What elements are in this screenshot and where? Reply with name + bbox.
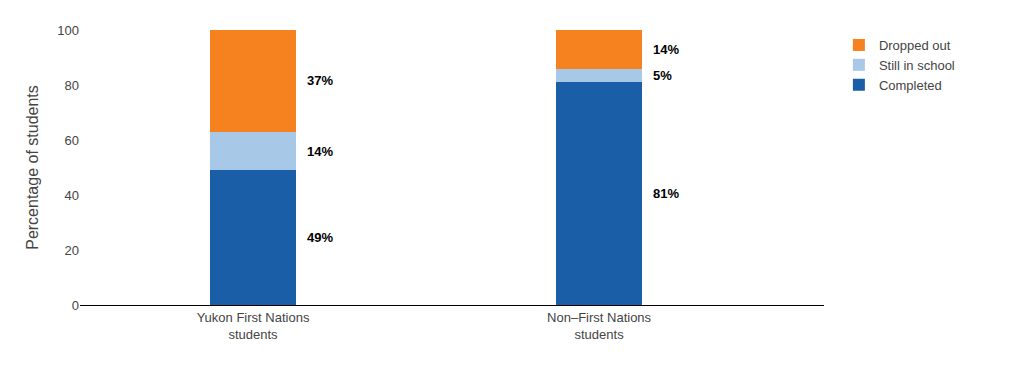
svg-text:40: 40 (65, 188, 79, 203)
svg-text:5%: 5% (653, 68, 672, 83)
svg-text:Dropped out: Dropped out (879, 38, 951, 53)
svg-text:49%: 49% (307, 230, 333, 245)
svg-text:Non–First Nationsstudents: Non–First Nationsstudents (547, 310, 652, 342)
svg-text:14%: 14% (307, 144, 333, 159)
svg-text:81%: 81% (653, 186, 679, 201)
svg-text:80: 80 (65, 78, 79, 93)
svg-text:Still in school: Still in school (879, 58, 955, 73)
svg-text:37%: 37% (307, 73, 333, 88)
svg-text:Percentage of students: Percentage of students (24, 85, 41, 250)
svg-text:Yukon First Nationsstudents: Yukon First Nationsstudents (197, 310, 310, 342)
svg-text:60: 60 (65, 133, 79, 148)
svg-text:100: 100 (57, 23, 79, 38)
svg-text:20: 20 (65, 243, 79, 258)
svg-text:14%: 14% (653, 42, 679, 57)
svg-text:0: 0 (72, 298, 79, 313)
svg-text:Completed: Completed (879, 78, 942, 93)
